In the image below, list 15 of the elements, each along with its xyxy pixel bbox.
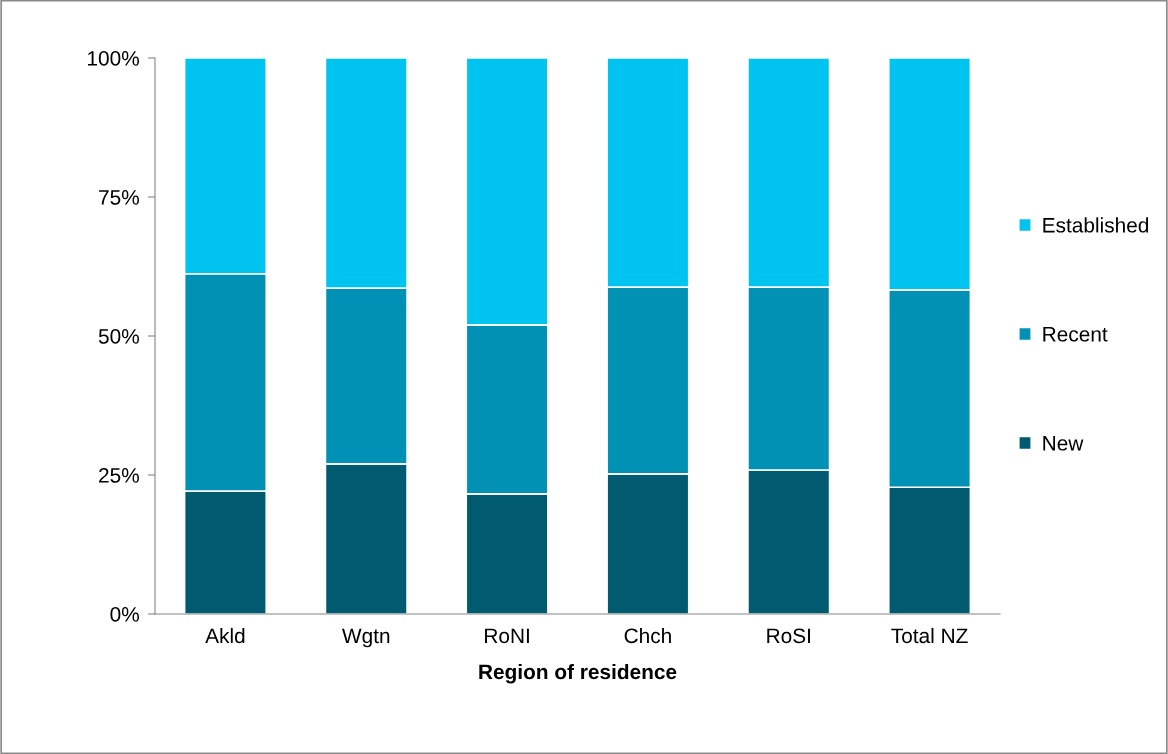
x-axis-title: Region of residence [479,663,677,684]
legend-label: Recent [1043,327,1108,342]
x-tick-label: RoSI [767,628,810,644]
x-tick-label: Total NZ [891,627,968,644]
y-tick-label: 25% [99,468,139,483]
x-tick-label: Akld [205,627,245,644]
y-tick-label: 100% [88,51,139,66]
legend-label: Established [1043,217,1149,233]
y-tick-label: 0% [110,607,139,622]
x-tick-label: Chch [624,627,671,644]
y-tick-label: 75% [99,190,139,205]
legend-label: New [1043,436,1084,451]
x-tick-label: Wgtn [342,628,390,648]
y-tick-label: 50% [98,329,139,344]
x-tick-label: RoNI [485,628,529,644]
